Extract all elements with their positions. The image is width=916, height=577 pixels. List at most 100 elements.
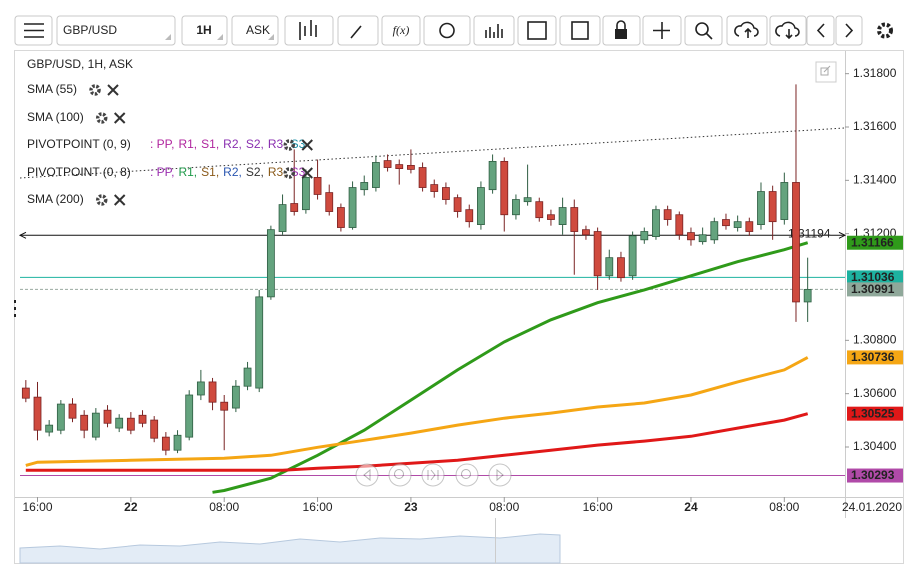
scroll-right-icon xyxy=(496,468,504,482)
scroll-left[interactable] xyxy=(355,463,379,487)
pivot-remove[interactable] xyxy=(301,139,313,151)
candle-body xyxy=(383,160,392,168)
candle-body xyxy=(757,191,765,226)
price-tag xyxy=(847,282,903,297)
zoom-in[interactable] xyxy=(455,463,479,487)
candle-body xyxy=(173,434,182,451)
zoom-out[interactable] xyxy=(388,463,412,487)
fullscreen-button[interactable] xyxy=(815,61,837,83)
candle-body xyxy=(45,424,54,433)
bars-icon xyxy=(485,24,503,38)
legend-settings[interactable] xyxy=(89,84,101,96)
price-tag-label: 1.30525 xyxy=(851,406,895,420)
candle-body xyxy=(68,403,77,419)
candle-body xyxy=(325,192,334,212)
pivot-name: PIVOTPOINT (0, 8) xyxy=(27,165,131,179)
x-tick-label: 24 xyxy=(684,500,698,514)
chart-type-button[interactable] xyxy=(284,15,334,46)
upload-icon xyxy=(734,21,759,38)
candle-body xyxy=(313,176,322,195)
pivot-label: R3, xyxy=(268,137,287,151)
candle-body xyxy=(617,257,625,279)
pivot-label: R1, xyxy=(178,165,197,179)
x-tick-label: 08:00 xyxy=(209,500,239,514)
crosshair-arrow xyxy=(18,231,847,239)
zoom-handle xyxy=(705,32,713,40)
candle-body xyxy=(768,191,777,223)
prev-icon xyxy=(816,23,825,38)
price-tag xyxy=(847,468,903,483)
x-tick-label: 23 xyxy=(404,500,418,514)
candle-body xyxy=(126,417,135,431)
candle-body xyxy=(687,232,695,241)
plot: 1.318001.316001.314001.312001.308001.306… xyxy=(18,57,903,514)
symbol-select[interactable] xyxy=(56,15,176,46)
info-icon xyxy=(439,22,455,39)
scroll-left-icon xyxy=(363,468,371,482)
candle-body xyxy=(477,187,485,226)
pivot-settings[interactable] xyxy=(283,167,295,179)
pivot-label: R3, xyxy=(268,165,287,179)
chart-frame xyxy=(14,50,904,564)
price-tag-label: 1.30293 xyxy=(851,468,895,482)
candle-body xyxy=(395,164,404,170)
settings-button[interactable] xyxy=(877,22,893,39)
select-corner xyxy=(165,34,171,40)
candle-body xyxy=(301,176,310,211)
next-button[interactable] xyxy=(835,15,863,46)
price-tag-label: 1.30736 xyxy=(851,350,895,364)
legend-remove[interactable] xyxy=(113,112,126,124)
zoom-icon xyxy=(695,22,709,36)
legend-remove[interactable] xyxy=(113,194,126,206)
candle-body xyxy=(418,167,427,188)
lock-shackle xyxy=(616,20,626,29)
candle-body xyxy=(453,197,462,212)
candle-body xyxy=(593,231,602,277)
x-tick-label: 08:00 xyxy=(769,500,799,514)
side-select[interactable] xyxy=(231,15,279,46)
candle-body xyxy=(488,160,497,191)
indicator-button[interactable] xyxy=(473,15,515,46)
pivot-label: S2, xyxy=(246,137,264,151)
legend-settings[interactable] xyxy=(95,112,108,124)
legend-settings[interactable] xyxy=(95,194,108,206)
prev-button[interactable] xyxy=(806,15,835,46)
candle-body xyxy=(33,396,42,431)
candle-body xyxy=(220,401,229,411)
y-tick-label: 1.30600 xyxy=(853,386,897,400)
function-button[interactable] xyxy=(381,15,421,46)
list-button[interactable] xyxy=(559,15,601,46)
candles-icon xyxy=(299,20,317,40)
price-tag xyxy=(847,270,903,285)
side: ASK xyxy=(246,23,270,37)
pivot-settings[interactable] xyxy=(283,139,295,151)
candle-body xyxy=(103,409,112,424)
menu-icon xyxy=(24,23,44,38)
candle-body xyxy=(803,288,812,303)
reset-zoom[interactable] xyxy=(421,463,445,487)
next-icon xyxy=(845,23,854,38)
pen-icon xyxy=(350,25,362,39)
x-tick-label: 16:00 xyxy=(22,500,52,514)
info-button[interactable] xyxy=(423,15,471,46)
candle-body xyxy=(547,214,555,220)
scroll-right[interactable] xyxy=(488,463,512,487)
y-tick-label: 1.31800 xyxy=(853,66,897,80)
zoom-button[interactable] xyxy=(684,15,723,46)
pivot-remove[interactable] xyxy=(301,167,313,179)
pivot-labels: : PP, R1, S1, R2, S2, R3, S3 xyxy=(150,137,306,151)
x-tick-label: 16:00 xyxy=(303,500,333,514)
candle-body xyxy=(512,199,520,216)
candle-body xyxy=(733,221,742,228)
candle-body xyxy=(360,182,369,191)
crosshair-icon xyxy=(653,22,670,39)
calendar-button[interactable] xyxy=(517,15,557,46)
pivot-label: S1, xyxy=(201,165,219,179)
legend-remove[interactable] xyxy=(107,84,119,96)
interval-select[interactable] xyxy=(181,15,228,46)
interval: 1H xyxy=(196,23,211,37)
candle-body xyxy=(605,257,614,277)
download-button[interactable] xyxy=(769,15,807,46)
y-tick-label: 1.31600 xyxy=(853,119,897,133)
